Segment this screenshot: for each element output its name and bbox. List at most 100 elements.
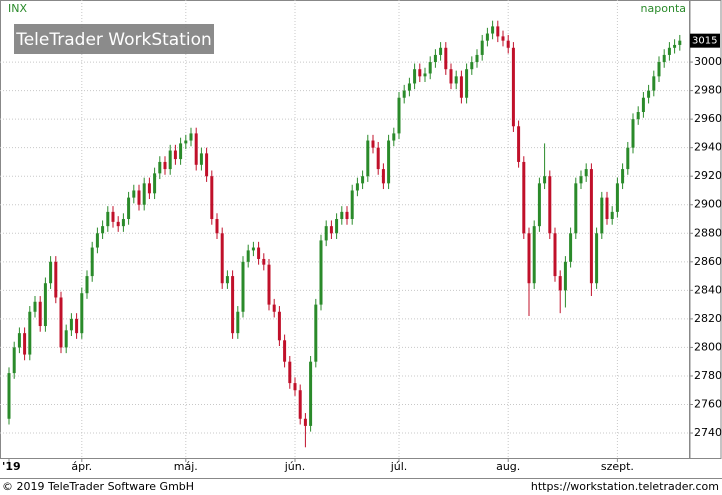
candle-body [241, 261, 245, 312]
candle-body [85, 276, 89, 294]
candle-body [558, 276, 562, 291]
candle-body [277, 311, 281, 341]
candle-body [324, 226, 328, 241]
candle-body [621, 169, 625, 184]
candle-body [631, 119, 635, 148]
candle-body [215, 219, 219, 234]
candle-body [480, 40, 484, 55]
candle-body [652, 76, 656, 91]
candle-body [28, 311, 32, 355]
footer-right: https://workstation.teletrader.com [531, 480, 719, 493]
candle-body [303, 418, 307, 426]
candle-body [532, 226, 536, 284]
candle-body [610, 211, 614, 220]
candle-body [283, 340, 287, 362]
candle-body [465, 69, 469, 98]
candle-body [361, 176, 365, 184]
candle-body [75, 318, 79, 334]
candle-body [678, 40, 682, 45]
candle-body [142, 183, 146, 205]
candle-body [127, 197, 131, 220]
candle-body [407, 83, 411, 91]
candle-body [496, 26, 500, 37]
candle-body [589, 169, 593, 284]
candle-body [423, 73, 427, 77]
x-tick-label: jún. [284, 460, 306, 473]
candle-body [319, 240, 323, 305]
y-tick-label: 2900 [694, 198, 722, 211]
candle-body [168, 150, 172, 170]
candle-body [355, 183, 359, 191]
candle-body [387, 140, 391, 184]
candle-body [69, 318, 73, 331]
candle-body [132, 190, 136, 198]
candle-body [205, 153, 209, 177]
candle-body [444, 47, 448, 70]
candle-body [246, 250, 250, 262]
period: naponta [641, 2, 686, 15]
candle-body [595, 233, 599, 284]
candle-body [563, 261, 567, 291]
candle-body [433, 54, 437, 63]
y-tick-label: 2880 [694, 226, 722, 239]
candle-body [340, 211, 344, 220]
candle-body [449, 69, 453, 84]
candle-body [231, 276, 235, 334]
candle-body [121, 219, 125, 227]
y-tick-label: 2960 [694, 112, 722, 125]
candle-body [147, 183, 151, 194]
candle-body [527, 233, 531, 284]
candle-body [584, 169, 588, 177]
candle-body [38, 301, 42, 327]
candle-body [506, 40, 510, 48]
watermark: TeleTrader WorkStation [15, 30, 212, 50]
candle-body [537, 183, 541, 227]
candle-body [626, 147, 630, 170]
y-axis-frame [689, 0, 722, 459]
y-tick-label: 3000 [694, 55, 722, 68]
candle-body [210, 176, 214, 220]
candle-body [189, 133, 193, 141]
candle-body [267, 264, 271, 305]
candle-body [501, 36, 505, 41]
candle-body [293, 383, 297, 391]
y-tick-label: 2940 [694, 141, 722, 154]
candle-body [101, 226, 105, 234]
candle-body [158, 161, 162, 174]
candle-body [23, 333, 27, 355]
candle-body [392, 133, 396, 141]
candle-body [251, 247, 255, 251]
candle-body [548, 176, 552, 234]
candle-body [673, 44, 677, 48]
y-tick-label: 2920 [694, 169, 722, 182]
candle-body [657, 62, 661, 77]
last-price-box [690, 33, 720, 48]
candle-body [413, 69, 417, 84]
y-tick-label: 2800 [694, 340, 722, 353]
x-tick-label: máj. [174, 460, 198, 473]
candle-body [80, 293, 84, 334]
candle-body [64, 330, 68, 348]
candles [7, 20, 682, 448]
candle-body [662, 54, 666, 63]
candle-body [335, 219, 339, 234]
candle-body [257, 247, 261, 259]
candle-body [173, 150, 177, 160]
candle-body [225, 276, 229, 284]
candle-body [184, 140, 188, 144]
y-tick-label: 2840 [694, 283, 722, 296]
candle-body [194, 133, 198, 165]
candle-body [485, 33, 489, 41]
candle-body [641, 97, 645, 113]
x-tick-label: szept. [601, 460, 634, 473]
candle-body [667, 47, 671, 55]
candle-body [111, 211, 115, 222]
candle-body [428, 62, 432, 74]
candle-body [366, 140, 370, 177]
footer-left: © 2019 TeleTrader Software GmbH [2, 480, 194, 493]
candle-body [272, 304, 276, 312]
candle-body [179, 143, 183, 160]
candle-body [90, 247, 94, 277]
candle-body [605, 197, 609, 220]
x-tick-label: ápr. [71, 460, 92, 473]
